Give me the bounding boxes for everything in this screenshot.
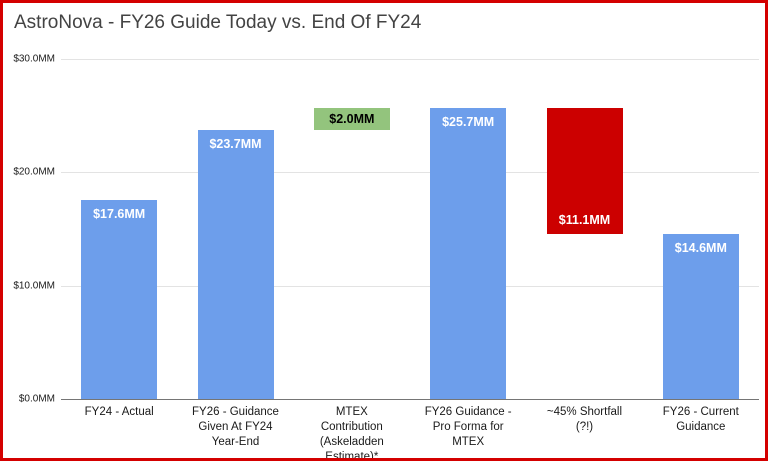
bar-value-label: $11.1MM xyxy=(558,212,611,227)
bar-value-label: $17.6MM xyxy=(93,206,146,221)
x-axis-category-label: MTEX Contribution (Askeladden Estimate)* xyxy=(319,406,384,461)
x-axis-category-label: FY24 - Actual xyxy=(84,406,154,418)
chart-bar: $25.7MM xyxy=(430,107,507,399)
y-axis-tick-label: $30.0MM xyxy=(13,53,55,65)
plot-area: $17.6MM $23.7MM $2.0MM $25.7MM $11.1MM $14.6M… xyxy=(61,59,759,400)
x-axis-category-label: FY26 - Current Guidance xyxy=(662,406,739,433)
chart-bar: $23.7MM xyxy=(197,130,274,399)
y-axis-tick-label: $10.0MM xyxy=(13,280,55,292)
bar-value-label: $2.0MM xyxy=(329,112,375,127)
y-axis-tick-label: $0.0MM xyxy=(18,393,55,405)
chart-bar: $17.6MM xyxy=(81,199,158,399)
x-axis-category-label: FY26 Guidance - Pro Forma for MTEX xyxy=(424,406,512,448)
gridline xyxy=(61,172,759,174)
x-axis-category-label: FY26 - Guidance Given At FY24 Year-End xyxy=(192,406,279,448)
gridline xyxy=(61,399,759,400)
x-axis: FY24 - Actual FY26 - Guidance Given At FY… xyxy=(61,405,759,461)
bar-value-label: $25.7MM xyxy=(442,114,495,129)
chart-bar: $2.0MM xyxy=(313,107,390,131)
chart-bar: $14.6MM xyxy=(662,233,739,399)
y-axis-tick-label: $20.0MM xyxy=(13,166,55,178)
chart-title: AstroNova - FY26 Guide Today vs. End Of … xyxy=(14,12,422,33)
bar-value-label: $23.7MM xyxy=(209,137,262,152)
x-axis-category-label: ~45% Shortfall (?!) xyxy=(546,406,623,433)
chart-bar: $11.1MM xyxy=(546,107,623,234)
gridline xyxy=(61,285,759,287)
gridline xyxy=(61,59,759,60)
bar-value-label: $14.6MM xyxy=(674,240,727,255)
